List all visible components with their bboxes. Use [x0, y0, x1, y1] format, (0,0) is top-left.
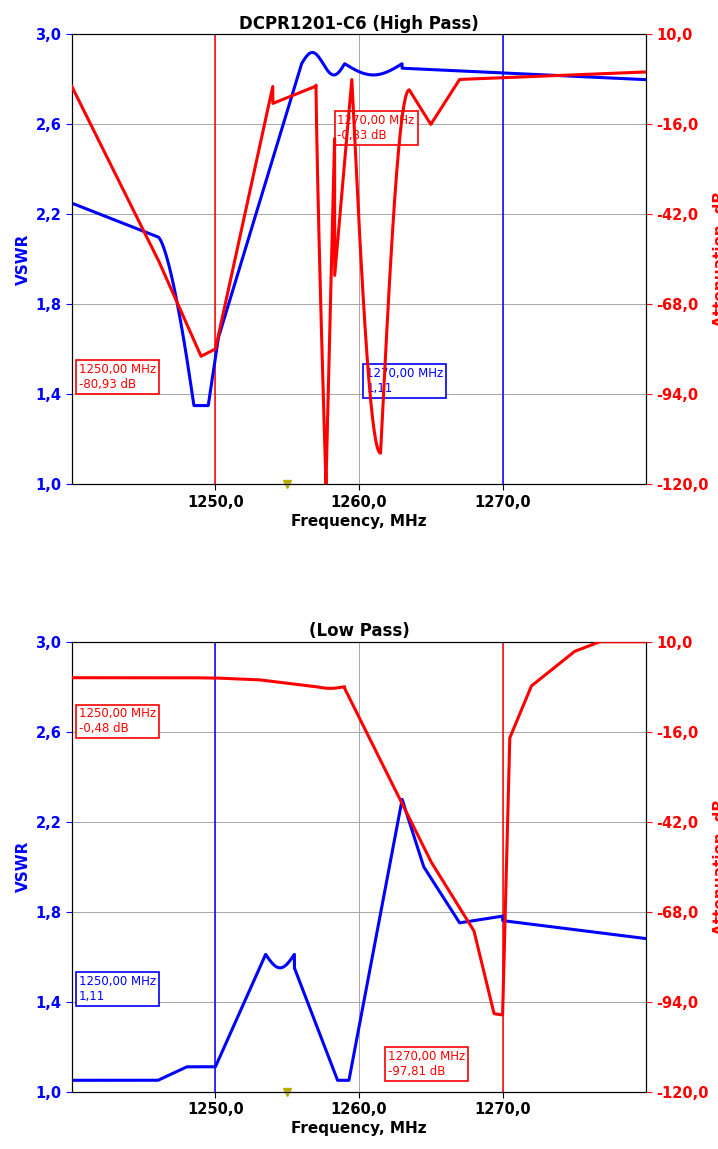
X-axis label: Frequency, MHz: Frequency, MHz — [292, 1121, 426, 1136]
Text: 1270,00 MHz
1,11: 1270,00 MHz 1,11 — [366, 368, 444, 395]
Text: 1250,00 MHz
-0,48 dB: 1250,00 MHz -0,48 dB — [79, 708, 156, 735]
Text: 1270,00 MHz
-97,81 dB: 1270,00 MHz -97,81 dB — [388, 1050, 465, 1078]
Title: DCPR1201-C6 (High Pass): DCPR1201-C6 (High Pass) — [239, 15, 479, 33]
Text: 1250,00 MHz
1,11: 1250,00 MHz 1,11 — [79, 974, 156, 1003]
Y-axis label: Attenuation, dB: Attenuation, dB — [713, 192, 718, 327]
Y-axis label: VSWR: VSWR — [16, 233, 31, 285]
Title: (Low Pass): (Low Pass) — [309, 622, 409, 640]
Y-axis label: VSWR: VSWR — [16, 841, 31, 893]
Y-axis label: Attenuation, dB: Attenuation, dB — [713, 799, 718, 934]
Text: 1270,00 MHz
-0,83 dB: 1270,00 MHz -0,83 dB — [337, 114, 415, 142]
Text: 1250,00 MHz
-80,93 dB: 1250,00 MHz -80,93 dB — [79, 363, 156, 391]
X-axis label: Frequency, MHz: Frequency, MHz — [292, 514, 426, 529]
